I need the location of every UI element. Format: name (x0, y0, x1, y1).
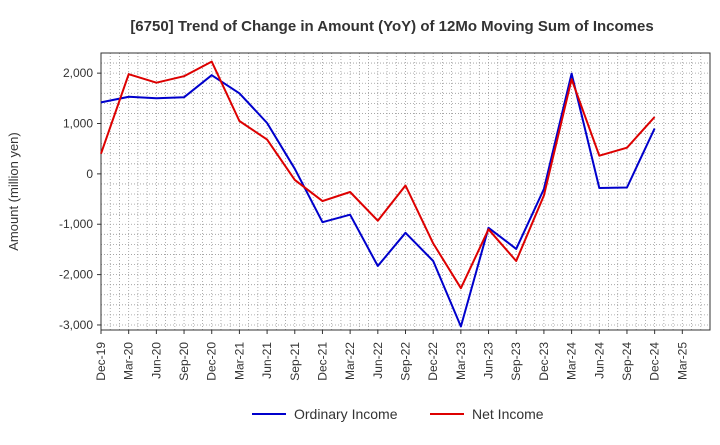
x-tick-label: Dec-21 (315, 342, 329, 381)
legend: Ordinary Income Net Income (252, 406, 544, 422)
y-axis-label: Amount (million yen) (6, 132, 21, 251)
grid (101, 53, 710, 330)
x-axis: Dec-19 Mar-20 Jun-20 Sep-20 Dec-20 Mar-21 Jun-… (94, 330, 689, 381)
x-tick-label: Jun-21 (260, 342, 274, 379)
x-tick-label: Mar-25 (675, 342, 689, 380)
x-tick-label: Dec-23 (537, 342, 551, 381)
x-tick-label: Jun-23 (482, 342, 496, 379)
y-tick-label: 0 (86, 167, 93, 181)
x-tick-label: Sep-20 (177, 342, 191, 381)
y-tick-label: -1,000 (59, 217, 93, 231)
y-axis: 2,000 1,000 0 -1,000 -2,000 -3,000 (59, 66, 101, 332)
y-tick-label: -3,000 (59, 318, 93, 332)
chart-title: [6750] Trend of Change in Amount (YoY) o… (130, 18, 653, 35)
x-tick-label: Sep-23 (509, 342, 523, 381)
x-tick-label: Dec-20 (205, 342, 219, 381)
legend-label: Net Income (472, 406, 544, 422)
y-tick-label: 2,000 (63, 66, 93, 80)
x-tick-label: Mar-24 (565, 342, 579, 380)
y-tick-label: 1,000 (63, 117, 93, 131)
x-tick-label: Jun-24 (592, 342, 606, 379)
x-tick-label: Sep-22 (399, 342, 413, 381)
x-tick-label: Dec-22 (426, 342, 440, 381)
y-tick-label: -2,000 (59, 268, 93, 282)
x-tick-label: Dec-24 (648, 342, 662, 381)
x-tick-label: Jun-20 (149, 342, 163, 379)
x-tick-label: Mar-21 (232, 342, 246, 380)
x-tick-label: Mar-23 (454, 342, 468, 380)
x-tick-label: Mar-20 (122, 342, 136, 380)
x-tick-label: Mar-22 (343, 342, 357, 380)
x-tick-label: Dec-19 (94, 342, 108, 381)
x-tick-label: Sep-21 (288, 342, 302, 381)
x-tick-label: Jun-22 (371, 342, 385, 379)
legend-label: Ordinary Income (294, 406, 398, 422)
x-tick-label: Sep-24 (620, 342, 634, 381)
